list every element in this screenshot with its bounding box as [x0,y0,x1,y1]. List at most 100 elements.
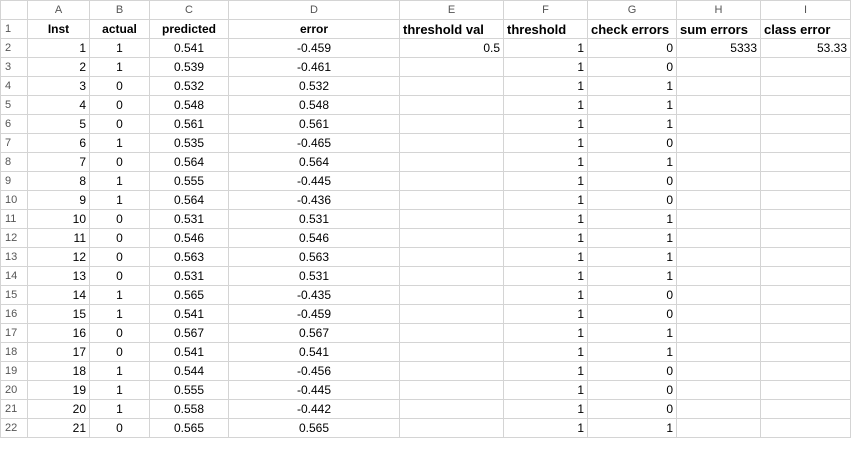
cell-inst[interactable]: 16 [27,323,90,343]
cell-actual[interactable]: 1 [89,171,150,191]
cell-error[interactable]: 0.564 [228,152,400,172]
cell-error[interactable]: -0.459 [228,304,400,324]
cell-actual[interactable]: 0 [89,95,150,115]
cell-inst[interactable]: 6 [27,133,90,153]
cell-sum-errors[interactable] [676,304,761,324]
cell-threshold[interactable]: 1 [503,190,588,210]
cell-class-error[interactable] [760,152,851,172]
cell-class-error[interactable] [760,76,851,96]
cell-sum-errors[interactable] [676,418,761,438]
cell-actual[interactable]: 1 [89,133,150,153]
cell-sum-errors[interactable] [676,323,761,343]
row-header[interactable]: 19 [0,361,28,381]
column-header-c[interactable]: C [149,0,229,20]
cell-predicted[interactable]: 0.555 [149,380,229,400]
cell-error[interactable]: -0.465 [228,133,400,153]
cell-check-errors[interactable]: 1 [587,418,677,438]
column-header-h[interactable]: H [676,0,761,20]
cell-class-error[interactable] [760,228,851,248]
cell-predicted[interactable]: 0.564 [149,152,229,172]
cell-threshold[interactable]: 1 [503,76,588,96]
cell-threshold[interactable]: 1 [503,285,588,305]
cell-actual[interactable]: 0 [89,228,150,248]
cell-threshold[interactable]: 1 [503,342,588,362]
cell-header-sum-errors[interactable]: sum errors [676,19,761,39]
row-header[interactable]: 5 [0,95,28,115]
cell-actual[interactable]: 1 [89,190,150,210]
cell-check-errors[interactable]: 0 [587,38,677,58]
cell-check-errors[interactable]: 0 [587,190,677,210]
cell-threshold[interactable]: 1 [503,57,588,77]
cell-class-error[interactable] [760,114,851,134]
cell-threshold-val[interactable] [399,418,504,438]
cell-threshold-val[interactable] [399,323,504,343]
cell-actual[interactable]: 1 [89,361,150,381]
column-header-b[interactable]: B [89,0,150,20]
cell-actual[interactable]: 1 [89,38,150,58]
cell-check-errors[interactable]: 0 [587,285,677,305]
cell-inst[interactable]: 17 [27,342,90,362]
cell-header-threshold[interactable]: threshold [503,19,588,39]
cell-error[interactable]: -0.456 [228,361,400,381]
cell-error[interactable]: -0.442 [228,399,400,419]
cell-predicted[interactable]: 0.541 [149,342,229,362]
cell-class-error[interactable] [760,171,851,191]
cell-sum-errors[interactable] [676,57,761,77]
cell-sum-errors[interactable] [676,152,761,172]
cell-class-error[interactable] [760,95,851,115]
cell-threshold-val[interactable] [399,285,504,305]
cell-error[interactable]: 0.541 [228,342,400,362]
cell-actual[interactable]: 0 [89,266,150,286]
cell-actual[interactable]: 1 [89,304,150,324]
cell-predicted[interactable]: 0.539 [149,57,229,77]
cell-inst[interactable]: 21 [27,418,90,438]
cell-check-errors[interactable]: 0 [587,304,677,324]
cell-inst[interactable]: 11 [27,228,90,248]
cell-check-errors[interactable]: 0 [587,399,677,419]
cell-predicted[interactable]: 0.546 [149,228,229,248]
cell-inst[interactable]: 8 [27,171,90,191]
row-header[interactable]: 11 [0,209,28,229]
row-header[interactable]: 3 [0,57,28,77]
cell-threshold[interactable]: 1 [503,95,588,115]
row-header[interactable]: 22 [0,418,28,438]
cell-header-error[interactable]: error [228,19,400,39]
cell-inst[interactable]: 15 [27,304,90,324]
cell-sum-errors[interactable]: 5333 [676,38,761,58]
cell-threshold[interactable]: 1 [503,304,588,324]
cell-class-error[interactable] [760,323,851,343]
column-header-i[interactable]: I [760,0,851,20]
cell-check-errors[interactable]: 0 [587,380,677,400]
cell-header-check-errors[interactable]: check errors [587,19,677,39]
cell-class-error[interactable] [760,304,851,324]
cell-inst[interactable]: 3 [27,76,90,96]
cell-actual[interactable]: 0 [89,114,150,134]
cell-threshold[interactable]: 1 [503,209,588,229]
row-header[interactable]: 6 [0,114,28,134]
cell-inst[interactable]: 1 [27,38,90,58]
cell-error[interactable]: 0.567 [228,323,400,343]
cell-sum-errors[interactable] [676,228,761,248]
row-header[interactable]: 8 [0,152,28,172]
cell-threshold[interactable]: 1 [503,114,588,134]
row-header[interactable]: 16 [0,304,28,324]
cell-check-errors[interactable]: 0 [587,361,677,381]
cell-sum-errors[interactable] [676,247,761,267]
cell-class-error[interactable] [760,133,851,153]
cell-inst[interactable]: 5 [27,114,90,134]
cell-header-actual[interactable]: actual [89,19,150,39]
cell-predicted[interactable]: 0.548 [149,95,229,115]
cell-inst[interactable]: 18 [27,361,90,381]
cell-class-error[interactable] [760,247,851,267]
cell-predicted[interactable]: 0.558 [149,399,229,419]
cell-threshold-val[interactable]: 0.5 [399,38,504,58]
cell-threshold-val[interactable] [399,76,504,96]
cell-check-errors[interactable]: 1 [587,228,677,248]
cell-actual[interactable]: 0 [89,209,150,229]
cell-class-error[interactable] [760,342,851,362]
cell-actual[interactable]: 1 [89,380,150,400]
cell-threshold-val[interactable] [399,380,504,400]
cell-error[interactable]: 0.563 [228,247,400,267]
cell-predicted[interactable]: 0.531 [149,266,229,286]
cell-sum-errors[interactable] [676,95,761,115]
